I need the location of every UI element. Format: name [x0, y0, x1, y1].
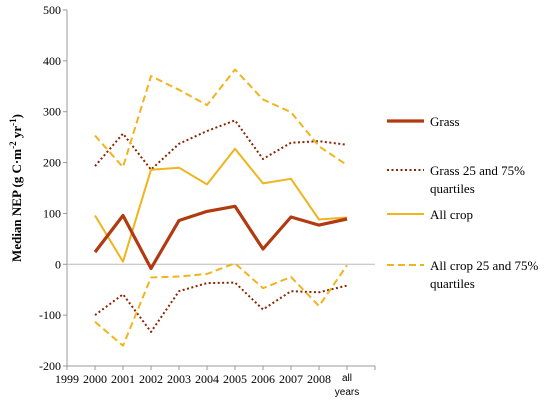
x-tick-label: 1999 — [55, 372, 79, 386]
x-tick-label: 2004 — [195, 372, 219, 386]
axes — [63, 9, 376, 370]
y-axis-label: Median NEP (g C·m-2 yr-1) — [8, 114, 24, 262]
series-line-crop_q75 — [94, 68, 348, 169]
series-line-grass — [93, 204, 348, 270]
x-tick-label: 2007 — [279, 372, 303, 386]
y-tick-label: -200 — [39, 359, 61, 373]
y-tick-label: -100 — [39, 308, 61, 322]
x-tick-label: 2006 — [251, 372, 275, 386]
series-line-grass_q25 — [94, 281, 348, 333]
y-tick-label: 100 — [43, 206, 61, 220]
x-tick-labels: 1999 2000 2001 2002 2003 2004 2005 2006 2007 2008… — [55, 372, 359, 398]
legend-label: Grass — [430, 114, 460, 129]
legend-label: All crop 25 and 75% quartiles — [430, 258, 538, 291]
legend-label: All crop — [430, 207, 473, 222]
series-line-crop_q25 — [94, 262, 348, 347]
x-tick-label: 2000 — [83, 372, 107, 386]
legend-label: Grass 25 and 75% quartiles — [430, 163, 525, 196]
y-tick-label: 400 — [43, 54, 61, 68]
series-line-crop — [94, 147, 348, 263]
x-tick-label: 2003 — [167, 372, 191, 386]
y-tick-label: 200 — [43, 156, 61, 170]
series-lines — [93, 68, 348, 347]
series-line-grass_q75 — [94, 119, 348, 171]
x-tick-label: 2002 — [139, 372, 163, 386]
y-tick-label: 500 — [43, 3, 61, 17]
x-tick-label: all years — [335, 373, 359, 398]
x-tick-label: 2005 — [223, 372, 247, 386]
y-tick-label: 300 — [43, 105, 61, 119]
y-tick-labels: -200 -100 0 100 200 300 400 500 — [39, 3, 61, 373]
x-tick-label: 2001 — [111, 372, 135, 386]
legend: Grass Grass 25 and 75% quartiles All crop Al… — [387, 114, 538, 291]
y-tick-label: 0 — [55, 257, 61, 271]
x-tick-label: 2008 — [307, 372, 331, 386]
